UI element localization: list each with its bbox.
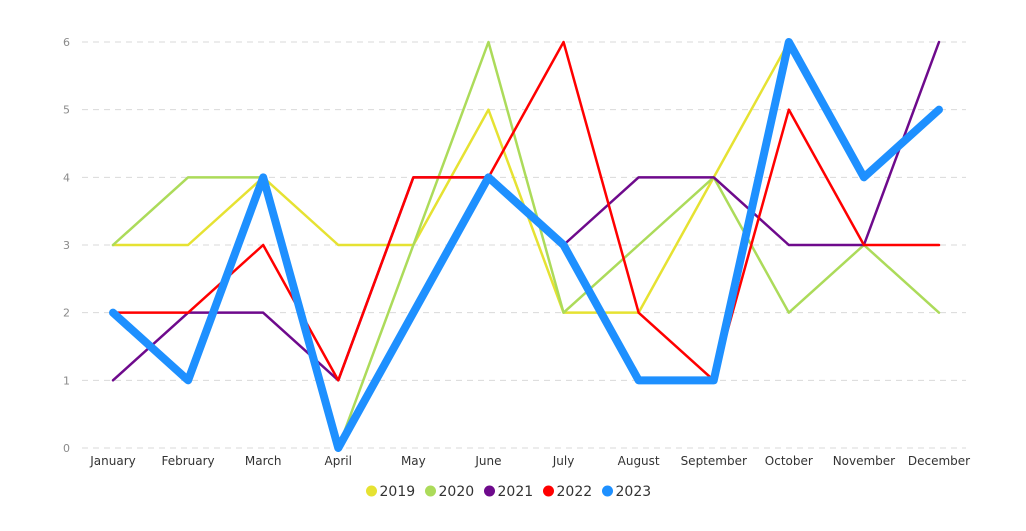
series-line-2020 [111,40,941,450]
y-tick-label: 2 [63,307,70,320]
y-tick-label: 5 [63,104,70,117]
x-tick-label: October [765,454,813,468]
legend-marker [543,485,554,497]
legend-item-2020[interactable]: 2020 [425,484,474,500]
x-tick-label: February [161,454,214,468]
x-tick-label: June [474,454,501,468]
x-axis-ticks: January February March April May June July Augu… [89,454,970,468]
series-line-2023 [109,38,943,452]
legend-label: 2021 [498,484,534,500]
legend-marker [484,485,495,497]
legend-item-2021[interactable]: 2021 [484,484,533,500]
legend-item-2022[interactable]: 2022 [543,484,592,500]
y-tick-label: 0 [63,442,70,455]
legend-label: 2023 [616,484,652,500]
legend-label: 2020 [439,484,475,500]
y-tick-label: 4 [63,171,70,184]
series-lines [109,38,943,452]
legend: 2019 2020 2021 2022 2023 [366,484,651,500]
y-tick-label: 6 [63,36,70,49]
grid [82,41,966,449]
x-tick-label: May [401,454,426,468]
series-line-2022 [111,40,941,382]
x-tick-label: December [908,454,970,468]
x-tick-label: November [833,454,895,468]
x-tick-label: September [681,454,747,468]
y-axis-ticks: 0 1 2 3 4 5 6 [63,36,70,455]
y-tick-label: 1 [63,374,70,387]
legend-marker [602,485,613,497]
legend-label: 2022 [557,484,593,500]
legend-label: 2019 [380,484,416,500]
x-tick-label: August [618,454,660,468]
x-tick-label: January [89,454,136,468]
legend-item-2023[interactable]: 2023 [602,484,651,500]
x-tick-label: April [325,454,352,468]
legend-marker [425,485,436,497]
legend-item-2019[interactable]: 2019 [366,484,415,500]
x-tick-label: March [245,454,282,468]
x-tick-label: July [552,454,575,468]
legend-marker [366,485,377,497]
y-tick-label: 3 [63,239,70,252]
